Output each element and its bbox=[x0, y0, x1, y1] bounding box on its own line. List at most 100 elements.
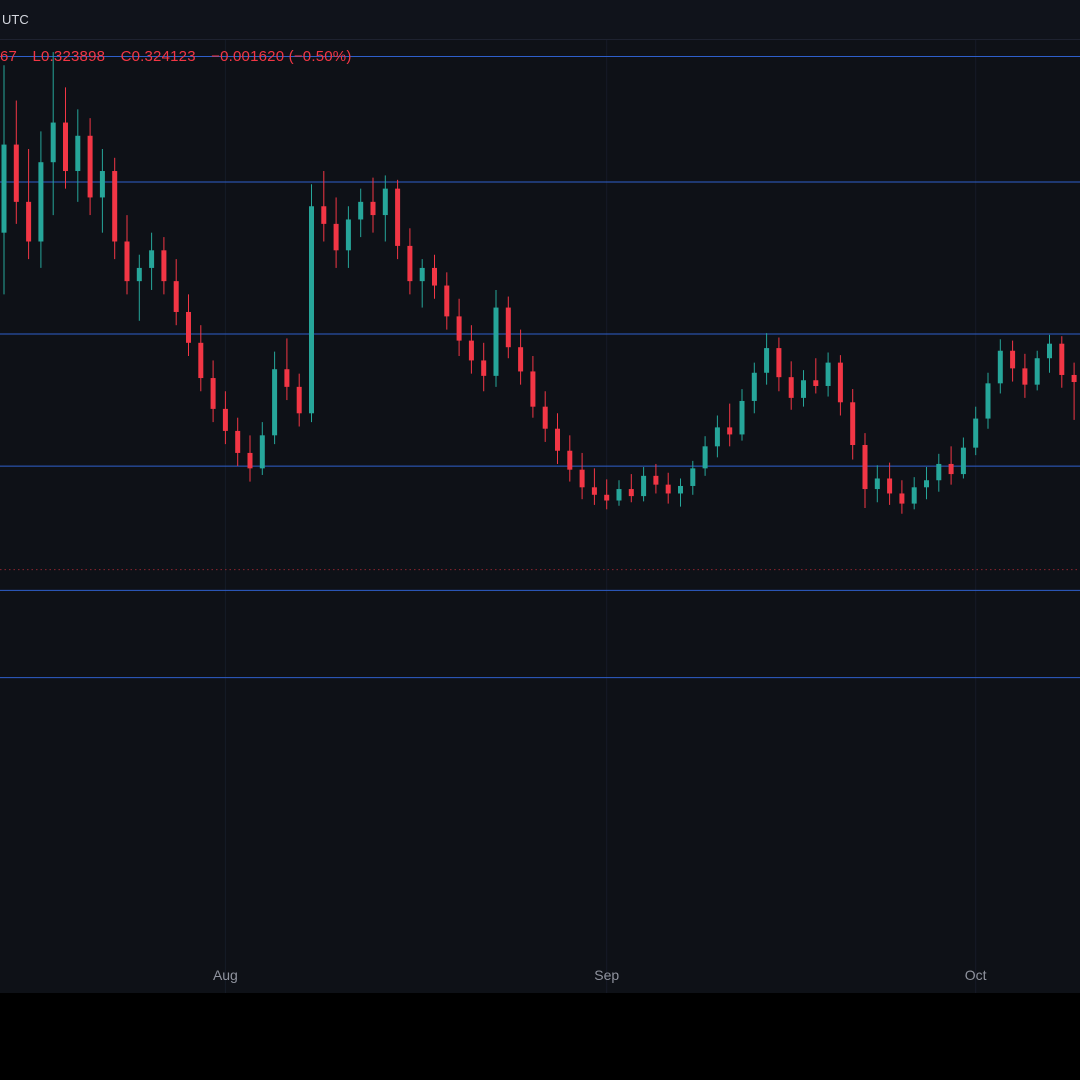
legend-low-value: L0.323898 bbox=[32, 48, 106, 65]
candle-body bbox=[321, 206, 327, 224]
candle-body bbox=[985, 383, 991, 419]
candle-body bbox=[665, 484, 671, 494]
candle-body bbox=[862, 445, 868, 490]
candle-body bbox=[456, 316, 462, 341]
candle-body bbox=[899, 493, 905, 504]
candle-body bbox=[567, 450, 573, 470]
candle-body bbox=[997, 350, 1003, 384]
candle-body bbox=[50, 122, 56, 163]
candle-body bbox=[641, 475, 647, 497]
candle-body bbox=[444, 285, 450, 317]
candle-body bbox=[653, 475, 659, 485]
candle-body bbox=[788, 377, 794, 398]
candle-body bbox=[198, 342, 204, 379]
candle-body bbox=[87, 135, 93, 198]
candle-body bbox=[124, 241, 130, 282]
candle-body bbox=[837, 362, 843, 403]
candle-body bbox=[222, 408, 228, 431]
candle-body bbox=[1034, 358, 1040, 385]
candle-body bbox=[247, 452, 253, 469]
candle-body bbox=[136, 267, 142, 282]
candle-body bbox=[874, 478, 880, 490]
candle-body bbox=[210, 378, 216, 409]
candle-body bbox=[518, 347, 524, 372]
candle-body bbox=[739, 400, 745, 435]
legend-change-value: −0.001620 (−0.50%) bbox=[211, 48, 352, 65]
candle-body bbox=[395, 188, 401, 246]
top-toolbar: UTC bbox=[0, 0, 1080, 40]
candle-body bbox=[63, 122, 68, 172]
candle-body bbox=[678, 485, 683, 494]
candle-body bbox=[628, 489, 634, 497]
candle-body bbox=[973, 418, 979, 448]
candle-body bbox=[333, 223, 339, 251]
candle-body bbox=[309, 206, 314, 414]
candle-body bbox=[1047, 343, 1052, 359]
candle-body bbox=[186, 311, 191, 343]
ohlc-legend: 67 L0.323898 C0.324123 −0.001620 (−0.50%… bbox=[0, 48, 363, 65]
candle-body bbox=[591, 487, 597, 495]
candle-body bbox=[272, 369, 278, 436]
candle-body bbox=[690, 468, 696, 486]
candle-body bbox=[382, 188, 388, 216]
candle-body bbox=[284, 369, 290, 387]
candle-body bbox=[579, 469, 585, 488]
legend-high-fragment: 67 bbox=[0, 48, 18, 65]
candle-body bbox=[1010, 350, 1016, 369]
candle-body bbox=[358, 201, 364, 220]
candle-body bbox=[161, 250, 167, 282]
candle-body bbox=[764, 348, 770, 373]
candle-body bbox=[1, 144, 7, 233]
candle-body bbox=[345, 219, 351, 251]
candle-body bbox=[714, 427, 720, 447]
candle-body bbox=[1022, 368, 1028, 385]
candle-body bbox=[481, 360, 487, 376]
candle-body bbox=[751, 372, 757, 401]
timezone-button[interactable]: UTC bbox=[2, 12, 29, 27]
candle-body bbox=[173, 281, 179, 312]
candle-body bbox=[542, 406, 548, 429]
candle-body bbox=[38, 162, 44, 242]
candle-body bbox=[604, 494, 610, 501]
candle-body bbox=[13, 144, 19, 202]
time-axis-label[interactable]: Aug bbox=[213, 967, 238, 983]
candle-body bbox=[924, 480, 929, 488]
candle-body bbox=[960, 447, 966, 475]
candle-body bbox=[235, 430, 241, 453]
candle-body bbox=[370, 201, 376, 216]
candle-body bbox=[432, 267, 437, 286]
candle-body bbox=[259, 435, 265, 469]
candle-body bbox=[149, 250, 155, 268]
candle-body bbox=[75, 135, 81, 172]
candle-body bbox=[776, 348, 782, 378]
candle-body bbox=[555, 428, 560, 451]
candle-body bbox=[948, 463, 954, 475]
candle-body bbox=[801, 380, 806, 398]
candle-body bbox=[468, 340, 474, 361]
candle-body bbox=[407, 245, 413, 282]
candle-body bbox=[825, 362, 831, 386]
candle-body bbox=[505, 307, 511, 348]
candle-body bbox=[1059, 343, 1065, 375]
candle-body bbox=[26, 201, 32, 242]
candle-body bbox=[530, 371, 536, 407]
legend-close-value: C0.324123 bbox=[120, 48, 196, 65]
candle-body bbox=[727, 427, 733, 435]
chart-pane[interactable]: Aug Sep Oct 67 L0.323898 C0.324123 −0.0016… bbox=[0, 40, 1080, 993]
candle-body bbox=[936, 463, 942, 481]
candle-body bbox=[419, 267, 425, 282]
candle-body bbox=[493, 307, 499, 376]
candle-body bbox=[850, 402, 856, 446]
time-axis-label[interactable]: Oct bbox=[965, 967, 987, 983]
time-axis-label[interactable]: Sep bbox=[594, 967, 619, 983]
candle-body bbox=[616, 489, 622, 501]
bottom-black-bar bbox=[0, 993, 1080, 1080]
candle-body bbox=[813, 380, 819, 386]
candle-body bbox=[702, 446, 708, 469]
candle-body bbox=[887, 478, 893, 494]
candlestick-chart[interactable]: Aug Sep Oct bbox=[0, 40, 1080, 993]
candle-body bbox=[911, 487, 917, 504]
candle-body bbox=[99, 171, 105, 198]
candle-body bbox=[296, 386, 302, 414]
candle-body bbox=[1071, 374, 1077, 383]
